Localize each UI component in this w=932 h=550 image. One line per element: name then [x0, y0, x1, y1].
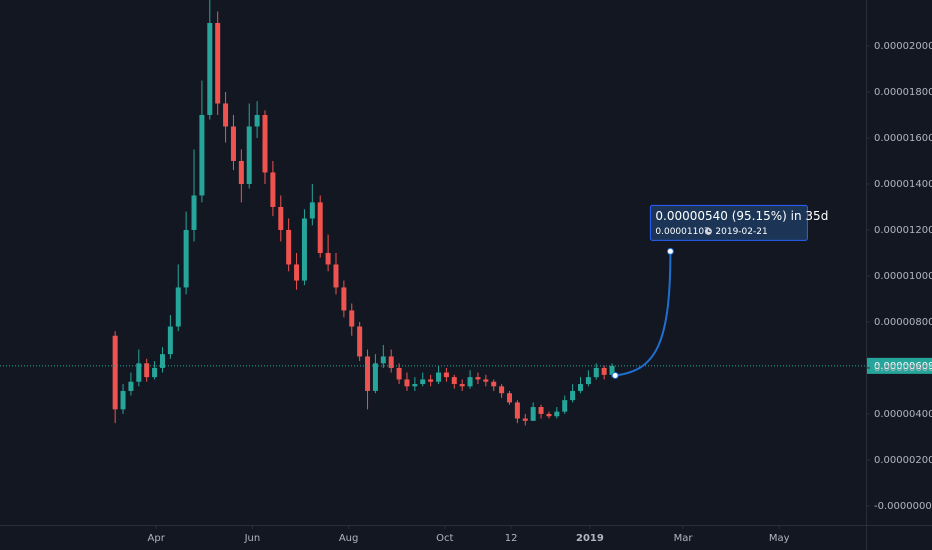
- candle-body: [301, 218, 307, 281]
- candles: [112, 0, 615, 426]
- y-tick-label: 0.00000200: [874, 455, 932, 466]
- candle-body: [530, 407, 536, 421]
- projection-end: [666, 247, 674, 255]
- y-tick-label: 0.00001400: [874, 179, 932, 190]
- candle-body: [152, 367, 158, 378]
- candle-body: [262, 114, 268, 173]
- x-tick-label: Mar: [674, 533, 694, 544]
- x-tick-label: May: [769, 533, 790, 544]
- candle-body: [286, 229, 292, 265]
- candle-body: [475, 377, 481, 380]
- y-tick-label: 0.00000600: [874, 363, 932, 374]
- candle-body: [215, 22, 221, 104]
- candle-body: [372, 363, 378, 391]
- x-tick-label: Oct: [436, 533, 453, 544]
- projection-text: 0.00000540 (95.15%) in 35d: [655, 209, 828, 223]
- candle-body: [144, 363, 150, 378]
- candle-body: [388, 356, 394, 368]
- candle-body: [112, 335, 118, 410]
- candle-body: [412, 384, 418, 387]
- candle-body: [380, 356, 386, 364]
- candle-body: [593, 367, 599, 378]
- candle-body: [128, 381, 134, 391]
- candle-body: [317, 202, 323, 253]
- y-tick-label: 0.00002000: [874, 41, 932, 52]
- candle-body: [159, 354, 165, 368]
- candle-body: [254, 114, 260, 127]
- candle-body: [420, 379, 426, 385]
- candle-body: [404, 379, 410, 387]
- candle-body: [499, 386, 505, 394]
- projection-curve: [615, 251, 672, 377]
- candle-body: [585, 377, 591, 385]
- candle-body: [609, 365, 615, 375]
- y-tick-label: 0.00001200: [874, 225, 932, 236]
- x-tick-label: 2019: [576, 533, 604, 544]
- candle-body: [230, 126, 236, 161]
- candle-body: [459, 384, 465, 387]
- candle-body: [325, 252, 331, 265]
- y-tick-label: -0.00000000: [874, 501, 932, 512]
- candle-body: [136, 363, 142, 382]
- candle-body: [483, 379, 489, 382]
- candle-body: [333, 264, 339, 288]
- candle-body: [507, 393, 513, 403]
- y-tick-label: 0.00001800: [874, 87, 932, 98]
- candle-body: [183, 229, 189, 288]
- candle-body: [207, 22, 213, 115]
- candle-body: [349, 310, 355, 327]
- candle-body: [167, 326, 173, 355]
- x-tick-label: 12: [505, 533, 518, 544]
- projection-start: [611, 372, 619, 380]
- candle-body: [294, 264, 300, 281]
- candle-body: [577, 384, 583, 391]
- y-tick-label: 0.00000400: [874, 409, 932, 420]
- candle-body: [396, 367, 402, 380]
- y-tick-label: 0.00001600: [874, 133, 932, 144]
- candle-body: [443, 372, 449, 378]
- x-tick-label: Apr: [148, 533, 166, 544]
- candle-body: [238, 160, 244, 184]
- candle-body: [365, 356, 371, 391]
- last-price-badge: [867, 357, 932, 374]
- x-tick-label: Aug: [339, 533, 359, 544]
- projection-date: 2019-02-21: [715, 227, 767, 237]
- candle-body: [570, 390, 576, 401]
- y-tick-label: 0.00001000: [874, 271, 932, 282]
- overlay: 0.00000609 0.00000540 (95.15%) in 35d 0.00…: [0, 204, 932, 380]
- candle-body: [601, 367, 607, 375]
- candle-body: [246, 126, 252, 184]
- candle-body: [223, 103, 229, 127]
- candle-body: [562, 400, 568, 412]
- candle-body: [491, 381, 497, 387]
- y-tick-label: 0.00000800: [874, 317, 932, 328]
- candle-body: [436, 372, 442, 382]
- candle-body: [341, 287, 347, 311]
- candle-body: [309, 202, 315, 219]
- x-tick-label: Jun: [244, 533, 261, 544]
- clock-hands: [707, 229, 711, 232]
- candle-body: [538, 407, 544, 414]
- candle-body: [428, 379, 434, 382]
- candle-body: [357, 326, 363, 357]
- candle-body: [191, 195, 197, 230]
- candle-body: [278, 206, 284, 230]
- candle-body: [546, 413, 552, 417]
- projection-box: [649, 204, 808, 241]
- candle-body: [175, 287, 181, 327]
- candle-body: [451, 377, 457, 385]
- candle-body: [199, 114, 205, 196]
- candle-body: [522, 418, 528, 421]
- candle-body: [270, 172, 276, 207]
- candle-body: [514, 402, 520, 419]
- candle-body: [120, 390, 126, 410]
- projection-price: 0.00001107: [655, 227, 709, 237]
- last-price-label: 0.00000609: [874, 361, 932, 372]
- candle-body: [554, 411, 560, 417]
- candle-body: [467, 377, 473, 387]
